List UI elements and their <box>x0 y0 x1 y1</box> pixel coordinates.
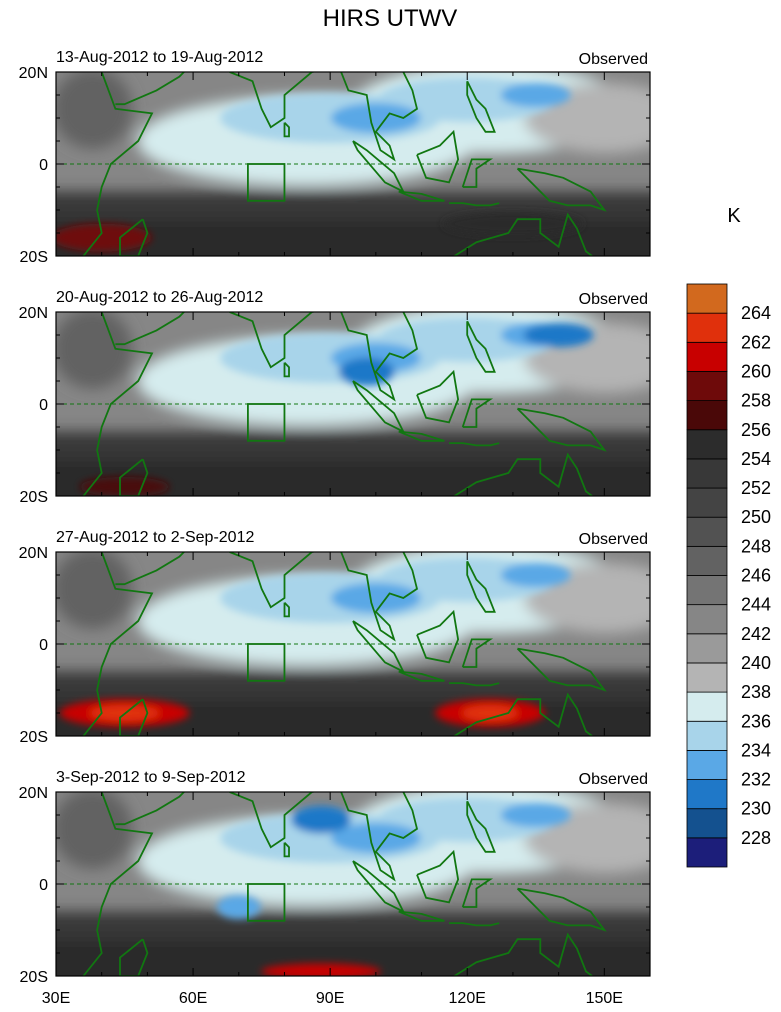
y-tick-label-3-1: 20N <box>19 545 48 562</box>
x-tick-label-5: 150E <box>586 990 623 1007</box>
panel-1: 13-Aug-2012 to 19-Aug-2012 Observed 20N 0 20… <box>19 49 651 266</box>
colorbar-swatch-6 <box>686 691 728 722</box>
colorbar-label-232: 232 <box>741 770 771 790</box>
x-tick-label-4: 120E <box>449 990 486 1007</box>
panels: 13-Aug-2012 to 19-Aug-2012 Observed20N020… <box>19 49 651 1007</box>
colorbar-swatch-12 <box>686 516 728 547</box>
colorbar-swatch-7 <box>686 662 728 693</box>
colorbar-label-234: 234 <box>741 740 771 760</box>
panel-right-title-3: Observed <box>579 531 648 548</box>
y-tick-label-1-3: 20S <box>20 249 48 266</box>
panel-left-title-3: 27-Aug-2012 to 2-Sep-2012 <box>56 529 254 546</box>
colorbar-swatch-20 <box>686 283 728 314</box>
y-tick-label-1-2: 0 <box>39 157 48 174</box>
colorbar-swatch-11 <box>686 545 728 576</box>
colorbar-swatch-17 <box>686 371 728 402</box>
colorbar-swatch-10 <box>686 575 728 606</box>
panel-right-title-4: Observed <box>579 771 648 788</box>
y-tick-label-2-2: 0 <box>39 397 48 414</box>
colorbar: 228 230 232 234 236 238 240 242 244 246 248 250 252 2… <box>686 283 771 868</box>
colorbar-swatch-19 <box>686 312 728 343</box>
y-tick-label-2-3: 20S <box>20 489 48 506</box>
y-tick-label-4-1: 20N <box>19 785 48 802</box>
panel-left-title-4: 3-Sep-2012 to 9-Sep-2012 <box>56 769 246 786</box>
colorbar-label-236: 236 <box>741 711 771 731</box>
coastlines-1 <box>82 72 607 256</box>
colorbar-swatch-18 <box>686 341 728 372</box>
panel-2: 20-Aug-2012 to 26-Aug-2012 Observed 20N 0 20… <box>19 289 651 506</box>
colorbar-label-238: 238 <box>741 682 771 702</box>
colorbar-swatch-9 <box>686 604 728 635</box>
colorbar-swatch-4 <box>686 750 728 780</box>
colorbar-label-242: 242 <box>741 624 771 644</box>
colorbar-swatch-15 <box>686 429 728 460</box>
y-tick-label-4-2: 0 <box>39 877 48 894</box>
y-tick-label-3-2: 0 <box>39 637 48 654</box>
colorbar-unit-label: K <box>727 205 741 227</box>
colorbar-swatch-3 <box>686 779 728 810</box>
ticks-1 <box>55 71 651 257</box>
panel-4: 3-Sep-2012 to 9-Sep-2012 Observed 20N 0 20S 3… <box>19 769 651 1007</box>
colorbar-label-246: 246 <box>741 566 771 586</box>
panel-3: 27-Aug-2012 to 2-Sep-2012 Observed 20N 0 20S <box>19 529 651 746</box>
x-tick-label-1: 30E <box>42 990 70 1007</box>
colorbar-label-252: 252 <box>741 478 771 498</box>
colorbar-label-228: 228 <box>741 828 771 848</box>
y-tick-label-3-3: 20S <box>20 729 48 746</box>
colorbar-label-260: 260 <box>741 361 771 381</box>
panel-right-title-1: Observed <box>579 51 648 68</box>
utwv-field-1 <box>56 72 650 256</box>
colorbar-label-240: 240 <box>741 653 771 673</box>
ticks-3 <box>55 551 651 737</box>
utwv-field-4 <box>56 792 650 976</box>
x-tick-label-2: 60E <box>179 990 207 1007</box>
ticks-2 <box>55 311 651 497</box>
figure-title: HIRS UTWV <box>323 5 458 32</box>
utwv-field-2 <box>56 312 650 496</box>
colorbar-swatch-8 <box>686 633 728 664</box>
panel-left-title-2: 20-Aug-2012 to 26-Aug-2012 <box>56 289 263 306</box>
colorbar-swatch-1 <box>686 837 728 868</box>
colorbar-label-248: 248 <box>741 536 771 556</box>
panel-left-title-1: 13-Aug-2012 to 19-Aug-2012 <box>56 49 263 66</box>
colorbar-swatch-13 <box>686 487 728 518</box>
y-tick-label-1-1: 20N <box>19 65 48 82</box>
colorbar-label-250: 250 <box>741 507 771 527</box>
colorbar-label-262: 262 <box>741 332 771 352</box>
y-tick-label-4-3: 20S <box>20 969 48 986</box>
coastlines-2 <box>82 312 607 496</box>
ticks-4 <box>55 791 651 977</box>
colorbar-swatch-2 <box>686 808 728 839</box>
y-tick-label-2-1: 20N <box>19 305 48 322</box>
x-tick-label-3: 90E <box>316 990 344 1007</box>
colorbar-swatch-5 <box>686 720 728 751</box>
colorbar-label-254: 254 <box>741 449 771 469</box>
colorbar-label-244: 244 <box>741 595 771 615</box>
colorbar-swatch-16 <box>686 400 728 431</box>
colorbar-label-256: 256 <box>741 420 771 440</box>
colorbar-swatch-14 <box>686 458 728 489</box>
colorbar-label-230: 230 <box>741 799 771 819</box>
utwv-field-3 <box>56 552 650 736</box>
colorbar-label-264: 264 <box>741 303 771 323</box>
colorbar-label-258: 258 <box>741 391 771 411</box>
panel-right-title-2: Observed <box>579 291 648 308</box>
